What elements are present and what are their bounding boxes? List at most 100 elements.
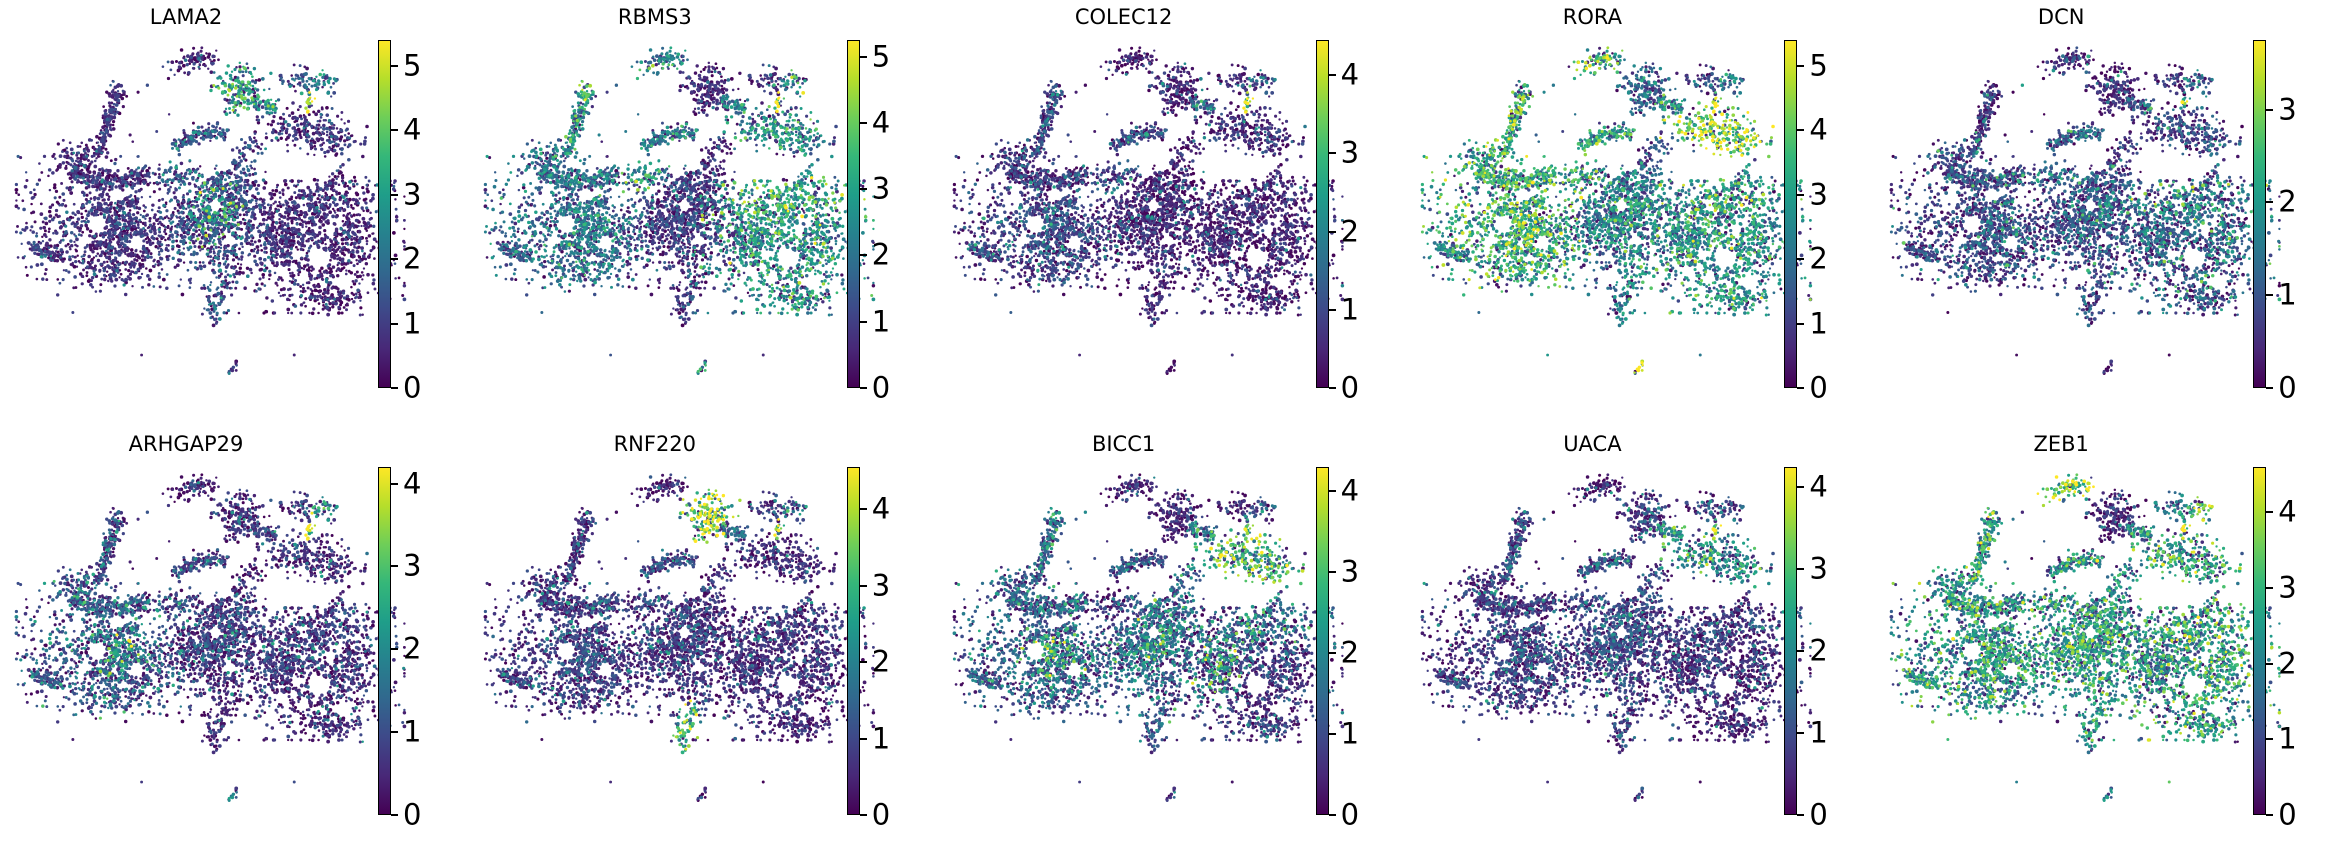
colorbar-tick-label: 4 (403, 466, 422, 501)
feature-panel: RORA 0 1 2 3 4 5 (1406, 0, 1876, 427)
colorbar-tick (1797, 486, 1805, 489)
colorbar-tick-label: 3 (871, 171, 891, 206)
colorbar (1315, 467, 1329, 815)
colorbar-tick-label: 5 (403, 48, 422, 83)
colorbar-tick (2266, 814, 2274, 816)
umap-scatter-canvas (1875, 427, 2344, 854)
colorbar (1315, 40, 1329, 388)
umap-scatter-canvas (937, 0, 1407, 427)
colorbar-tick-label: 3 (1809, 177, 1828, 212)
colorbar-tick (391, 482, 398, 485)
colorbar-tick (1328, 152, 1336, 155)
colorbar-tick-label: 1 (1340, 716, 1360, 751)
feature-panel: UACA 0 1 2 3 4 (1406, 427, 1876, 854)
colorbar-tick (1328, 308, 1336, 311)
colorbar-gradient (1316, 41, 1328, 387)
colorbar-gradient (2254, 468, 2266, 814)
colorbar-tick-label: 1 (2278, 721, 2297, 756)
colorbar (2253, 40, 2267, 388)
colorbar-tick-label: 3 (403, 177, 422, 212)
feature-panel: LAMA2 0 1 2 3 4 5 (0, 0, 469, 427)
colorbar-tick-label: 3 (1340, 554, 1360, 589)
colorbar-tick (859, 188, 867, 191)
colorbar-tick (1797, 732, 1805, 735)
colorbar (846, 467, 860, 815)
colorbar-tick (391, 193, 398, 196)
colorbar-tick (859, 254, 867, 257)
colorbar-tick-label: 2 (403, 241, 422, 276)
umap-scatter-canvas (468, 427, 938, 854)
colorbar-tick (859, 661, 867, 664)
colorbar-tick-label: 1 (403, 306, 422, 341)
umap-scatter-canvas (468, 0, 938, 427)
colorbar-tick (1797, 258, 1805, 261)
colorbar-tick-label: 5 (1809, 48, 1828, 83)
colorbar (1784, 467, 1798, 815)
colorbar-tick-label: 0 (2278, 797, 2297, 832)
colorbar-tick (1328, 230, 1336, 233)
colorbar-tick-label: 2 (871, 644, 891, 679)
colorbar-tick-label: 3 (1809, 551, 1828, 586)
colorbar-tick (859, 55, 867, 58)
colorbar-tick (1328, 74, 1336, 77)
colorbar-tick-label: 0 (403, 797, 422, 832)
colorbar-tick (1797, 322, 1805, 325)
panel-title-gene: ZEB1 (2033, 432, 2089, 456)
colorbar-tick-label: 0 (1340, 797, 1360, 832)
colorbar-tick (859, 737, 867, 740)
colorbar-tick (2266, 662, 2274, 665)
colorbar-tick-label: 3 (2278, 92, 2297, 127)
colorbar-tick (1328, 733, 1336, 736)
panel-title-gene: UACA (1563, 432, 1622, 456)
colorbar-tick (391, 648, 398, 651)
panel-title-gene: RNF220 (613, 432, 697, 456)
panel-title-gene: COLEC12 (1074, 5, 1173, 29)
umap-scatter-canvas (0, 427, 469, 854)
colorbar-gradient (847, 468, 859, 814)
colorbar-tick-label: 0 (1809, 797, 1828, 832)
colorbar-tick (859, 814, 867, 816)
colorbar-tick (2266, 587, 2274, 590)
colorbar (378, 467, 391, 815)
colorbar-tick (391, 565, 398, 568)
colorbar-tick-label: 0 (403, 370, 422, 405)
colorbar-tick-label: 4 (1809, 112, 1828, 147)
colorbar-tick-label: 0 (1809, 370, 1828, 405)
colorbar-tick-label: 1 (1340, 292, 1360, 327)
colorbar-tick-label: 2 (871, 237, 891, 272)
feature-panel: RBMS3 0 1 2 3 4 5 (468, 0, 938, 427)
colorbar (846, 40, 860, 388)
feature-panel: RNF220 0 1 2 3 4 (468, 427, 938, 854)
colorbar-tick (1797, 193, 1805, 196)
colorbar-tick (391, 322, 398, 325)
colorbar-tick (2266, 294, 2274, 297)
colorbar-gradient (847, 41, 859, 387)
panel-title-gene: DCN (2037, 5, 2085, 29)
colorbar (1784, 40, 1798, 388)
colorbar-tick (391, 387, 398, 389)
colorbar-tick (1797, 387, 1805, 389)
colorbar-tick (859, 584, 867, 587)
colorbar-tick-label: 2 (1809, 241, 1828, 276)
colorbar-gradient (1785, 468, 1797, 814)
panel-title-gene: ARHGAP29 (128, 432, 244, 456)
colorbar-tick-label: 0 (1340, 370, 1360, 405)
colorbar-tick (1328, 814, 1336, 816)
colorbar-tick-label: 3 (403, 548, 422, 583)
colorbar-tick (2266, 387, 2274, 389)
colorbar-tick-label: 3 (871, 568, 891, 603)
colorbar-tick (391, 129, 398, 132)
panel-title-gene: RORA (1562, 5, 1622, 29)
colorbar-tick-label: 1 (403, 714, 422, 749)
colorbar-tick (1797, 814, 1805, 816)
colorbar-tick-label: 4 (1809, 469, 1828, 504)
colorbar (378, 40, 391, 388)
colorbar-tick (859, 320, 867, 323)
colorbar-tick (859, 121, 867, 124)
feature-panel: DCN 0 1 2 3 (1875, 0, 2344, 427)
colorbar-tick (1797, 568, 1805, 571)
colorbar-gradient (1785, 41, 1797, 387)
colorbar-tick (2266, 108, 2274, 111)
colorbar-tick (1797, 650, 1805, 653)
